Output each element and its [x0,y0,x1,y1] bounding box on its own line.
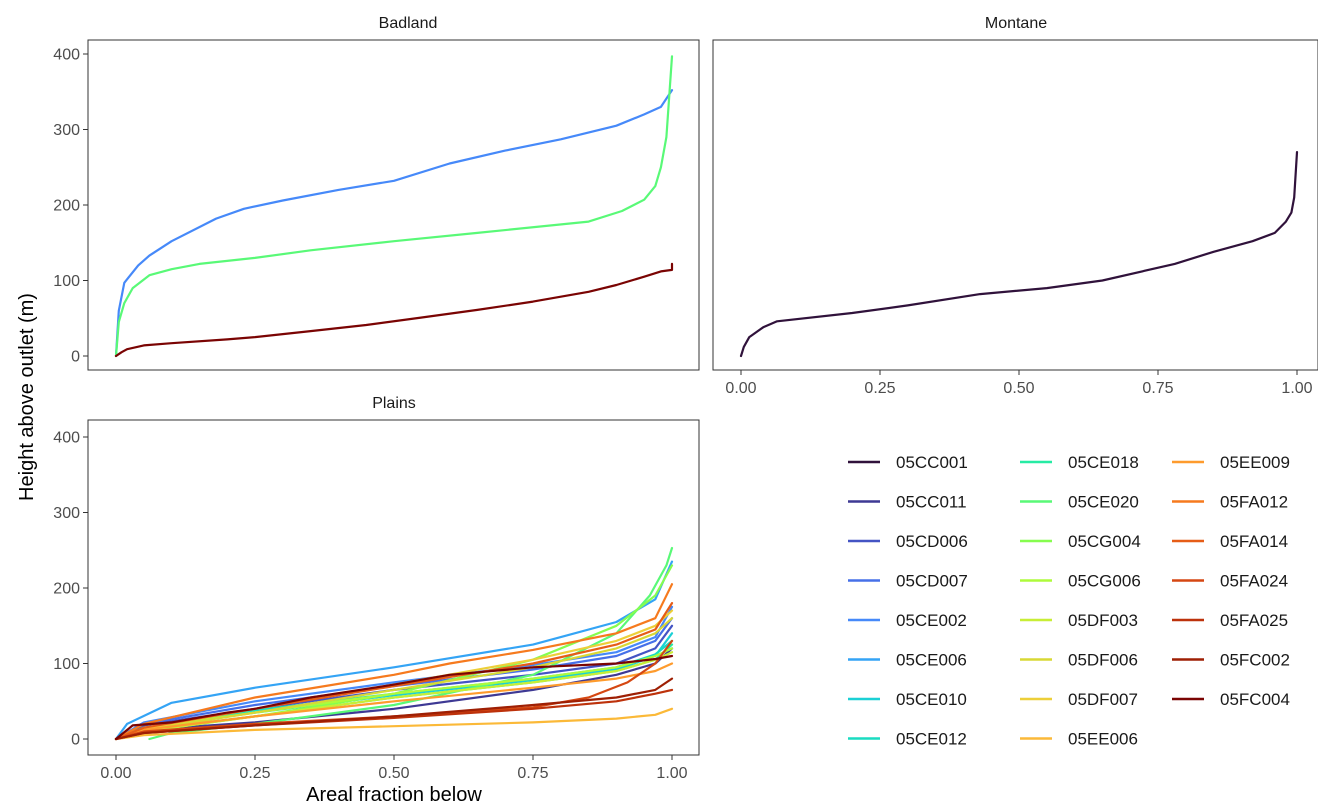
legend-label: 05CG004 [1068,532,1141,551]
series-line-plains-05FA012 [114,583,674,741]
panel-montane: Montane 0.00 0.25 0.50 0.75 1.00 [712,15,1318,397]
y-axis-plains: 0 100 200 300 400 [53,430,88,749]
y-tick-label: 300 [53,122,80,139]
y-tick-label: 0 [71,349,80,366]
legend-label: 05EE006 [1068,730,1138,749]
series-line-montane-05CC001 [739,151,1299,358]
legend-label: 05CD006 [896,532,968,551]
legend-item: 05CC001 [848,453,968,472]
legend-label: 05CD007 [896,572,968,591]
y-tick-label: 300 [53,505,80,522]
legend-item: 05CE010 [848,690,967,709]
legend-item: 05DF003 [1020,611,1138,630]
x-tick-label: 0.00 [100,765,131,782]
legend-label: 05CE006 [896,651,967,670]
legend-item: 05CE006 [848,651,967,670]
y-tick-label: 200 [53,581,80,598]
y-axis-badland: 0 100 200 300 400 [53,47,88,366]
legend-item: 05FC002 [1172,651,1290,670]
legend-item: 05FA012 [1172,493,1288,512]
x-tick-label: 0.75 [517,765,548,782]
series-line-badland-05FC004 [114,262,674,358]
series-line-plains-05DF003 [114,651,674,741]
legend: 05CC001 05CC011 05CD006 05CD007 05CE002 05CE0… [848,453,1290,749]
y-tick-label: 0 [71,732,80,749]
legend-item: 05EE009 [1172,453,1290,472]
legend-label: 05FA012 [1220,493,1288,512]
legend-item: 05CG004 [1020,532,1141,551]
legend-label: 05FC004 [1220,690,1290,709]
strip-title-badland: Badland [379,15,438,32]
legend-label: 05FA024 [1220,572,1288,591]
legend-item: 05DF006 [1020,651,1138,670]
x-tick-label: 0.50 [1003,380,1034,397]
legend-item: 05EE006 [1020,730,1138,749]
x-tick-label: 1.00 [656,765,687,782]
strip-title-plains: Plains [372,395,416,412]
legend-item: 05FA025 [1172,611,1288,630]
legend-item: 05CE018 [1020,453,1139,472]
series-line-plains-05FC002 [114,677,674,741]
series-line-plains-05FA014 [114,602,674,741]
legend-item: 05CE002 [848,611,967,630]
legend-item: 05CD007 [848,572,968,591]
legend-item: 05CE012 [848,730,967,749]
x-tick-label: 0.75 [1142,380,1173,397]
legend-label: 05CE002 [896,611,967,630]
legend-item: 05FA014 [1172,532,1288,551]
x-axis-plains: 0.00 0.25 0.50 0.75 1.00 [100,755,688,782]
series-line-plains-05EE009 [114,662,674,741]
y-tick-label: 200 [53,198,80,215]
y-axis-title: Height above outlet (m) [16,293,38,501]
legend-label: 05CC001 [896,453,968,472]
series-line-badland-05CE020 [114,55,674,358]
legend-label: 05FA025 [1220,611,1288,630]
x-tick-label: 0.00 [725,380,756,397]
legend-label: 05EE009 [1220,453,1290,472]
legend-label: 05DF003 [1068,611,1138,630]
x-tick-label: 0.50 [378,765,409,782]
series-line-plains-05EE006 [114,707,674,741]
x-tick-label: 0.25 [864,380,895,397]
x-tick-label: 0.25 [239,765,270,782]
strip-title-montane: Montane [985,15,1047,32]
legend-label: 05CE010 [896,690,967,709]
legend-label: 05CC011 [896,493,967,512]
y-tick-label: 100 [53,273,80,290]
legend-item: 05CG006 [1020,572,1141,591]
y-tick-label: 100 [53,656,80,673]
y-tick-label: 400 [53,430,80,447]
x-axis-montane: 0.00 0.25 0.50 0.75 1.00 [725,370,1313,397]
series-line-plains-05FC004 [114,654,674,741]
legend-label: 05FA014 [1220,532,1288,551]
panel-badland: Badland 0 100 200 300 400 [53,15,700,371]
legend-item: 05FA024 [1172,572,1288,591]
x-axis-title: Areal fraction below [306,784,482,806]
panel-frame-montane [712,39,1318,371]
legend-label: 05DF007 [1068,690,1138,709]
series-line-plains-05FA024 [114,639,674,741]
y-tick-label: 400 [53,47,80,64]
legend-item: 05CD006 [848,532,968,551]
legend-item: 05DF007 [1020,690,1138,709]
legend-label: 05CE012 [896,730,967,749]
legend-item: 05CC011 [848,493,967,512]
x-tick-label: 1.00 [1281,380,1312,397]
legend-label: 05DF006 [1068,651,1138,670]
legend-label: 05CE020 [1068,493,1139,512]
legend-label: 05CE018 [1068,453,1139,472]
legend-item: 05CE020 [1020,493,1139,512]
legend-label: 05CG006 [1068,572,1141,591]
panel-plains: Plains 0 100 200 300 400 0.00 0.25 0.50 0.75 1.0… [53,395,700,782]
legend-item: 05FC004 [1172,690,1290,709]
series-line-badland-05CE002 [114,89,674,358]
legend-label: 05FC002 [1220,651,1290,670]
